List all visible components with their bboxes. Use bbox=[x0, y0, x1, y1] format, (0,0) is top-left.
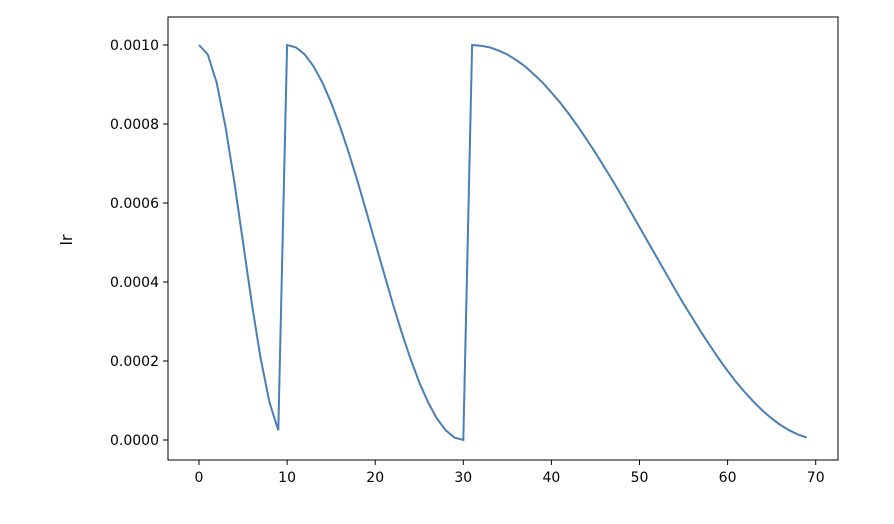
x-tick-label: 50 bbox=[631, 470, 649, 486]
y-tick-label: 0.0008 bbox=[110, 117, 159, 133]
x-tick-label: 0 bbox=[195, 470, 204, 486]
x-tick-label: 40 bbox=[542, 470, 560, 486]
y-tick-label: 0.0002 bbox=[110, 354, 159, 370]
lr-series-line bbox=[198, 43, 808, 442]
y-tick-label: 0.0004 bbox=[110, 275, 159, 291]
axes-frame bbox=[167, 16, 839, 461]
x-tick-label: 20 bbox=[366, 470, 384, 486]
y-tick-label: 0.0010 bbox=[110, 38, 159, 54]
x-tick-label: 70 bbox=[807, 470, 825, 486]
y-tick-label: 0.0006 bbox=[110, 196, 159, 212]
x-tick-label: 30 bbox=[454, 470, 472, 486]
x-tick-label: 60 bbox=[719, 470, 737, 486]
x-tick-label: 10 bbox=[278, 470, 296, 486]
y-tick-label: 0.0000 bbox=[110, 433, 159, 449]
y-axis-label: lr bbox=[57, 234, 76, 245]
